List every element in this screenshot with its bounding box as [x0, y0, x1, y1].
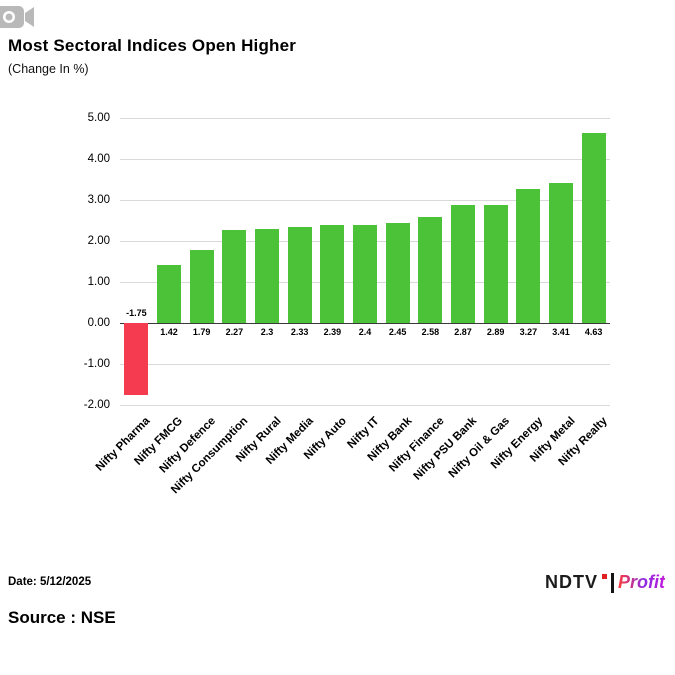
gridline: [120, 159, 610, 160]
y-tick-label: 0.00: [87, 317, 110, 329]
camera-icon: [0, 6, 34, 28]
date-label: Date: 5/12/2025: [8, 576, 92, 588]
value-label-nifty-metal: 3.41: [552, 327, 570, 337]
y-tick-label: -1.00: [83, 358, 110, 370]
bar-nifty-finance: [418, 217, 443, 323]
y-tick-label: 4.00: [87, 153, 110, 165]
value-label-nifty-realty: 4.63: [584, 327, 603, 337]
bar-nifty-energy: [516, 188, 541, 323]
logo-red-accent: [602, 574, 607, 579]
value-label-nifty-media: 2.33: [290, 327, 309, 337]
value-label-nifty-finance: 2.58: [421, 327, 440, 337]
plot-area: 5.00 4.00 3.00 2.00 1.00 0.00 -1.00 -2.00 -1.75 N…: [84, 112, 610, 496]
source-label: Source : NSE: [8, 608, 116, 627]
ndtv-profit-logo: NDTV Profit: [545, 572, 665, 593]
bar-nifty-bank: [385, 222, 410, 323]
page-title: Most Sectoral Indices Open Higher: [8, 36, 297, 55]
bar-nifty-it: [353, 224, 377, 323]
bar-nifty-psu-bank: [451, 205, 475, 323]
zero-axis-line: [120, 323, 610, 324]
x-tick-label-nifty-pharma: Nifty Pharma: [94, 415, 153, 474]
bar-nifty-consumption: [222, 229, 247, 323]
value-label-nifty-energy: 3.27: [519, 327, 538, 337]
bar-nifty-metal: [549, 183, 573, 323]
bar-nifty-pharma: [124, 323, 149, 395]
bar-nifty-defence: [189, 249, 214, 323]
bar-nifty-rural: [255, 228, 279, 323]
value-label-nifty-pharma: -1.75: [126, 308, 147, 318]
gridline: [120, 118, 610, 119]
value-label-nifty-fmcg: 1.42: [160, 327, 178, 337]
gridline: [120, 364, 610, 365]
ndtv-logo-text: NDTV: [545, 572, 598, 592]
bar-nifty-realty: [581, 133, 606, 323]
bar-nifty-fmcg: [157, 264, 181, 323]
bar-nifty-media: [287, 227, 312, 323]
gridline: [120, 405, 610, 406]
logo-divider: [611, 572, 614, 593]
value-label-nifty-psu-bank: 2.87: [454, 327, 472, 337]
value-label-nifty-bank: 2.45: [388, 327, 407, 337]
value-label-nifty-consumption: 2.27: [225, 327, 244, 337]
gridline: [120, 200, 610, 201]
bar-nifty-oil-gas: [483, 204, 508, 323]
profit-logo-text: Profit: [618, 572, 665, 592]
value-label-nifty-auto: 2.39: [323, 327, 342, 337]
bar-nifty-auto: [320, 225, 345, 323]
value-label-nifty-oil-gas: 2.89: [486, 327, 505, 337]
y-tick-label: 3.00: [87, 194, 110, 206]
y-tick-label: 2.00: [87, 235, 110, 247]
value-label-nifty-defence: 1.79: [192, 327, 211, 337]
y-tick-label: -2.00: [83, 399, 110, 411]
y-tick-label: 5.00: [87, 112, 110, 124]
value-label-nifty-it: 2.4: [358, 327, 372, 337]
page-subtitle: (Change In %): [8, 62, 89, 76]
y-tick-label: 1.00: [87, 276, 110, 288]
value-label-nifty-rural: 2.3: [260, 327, 274, 337]
